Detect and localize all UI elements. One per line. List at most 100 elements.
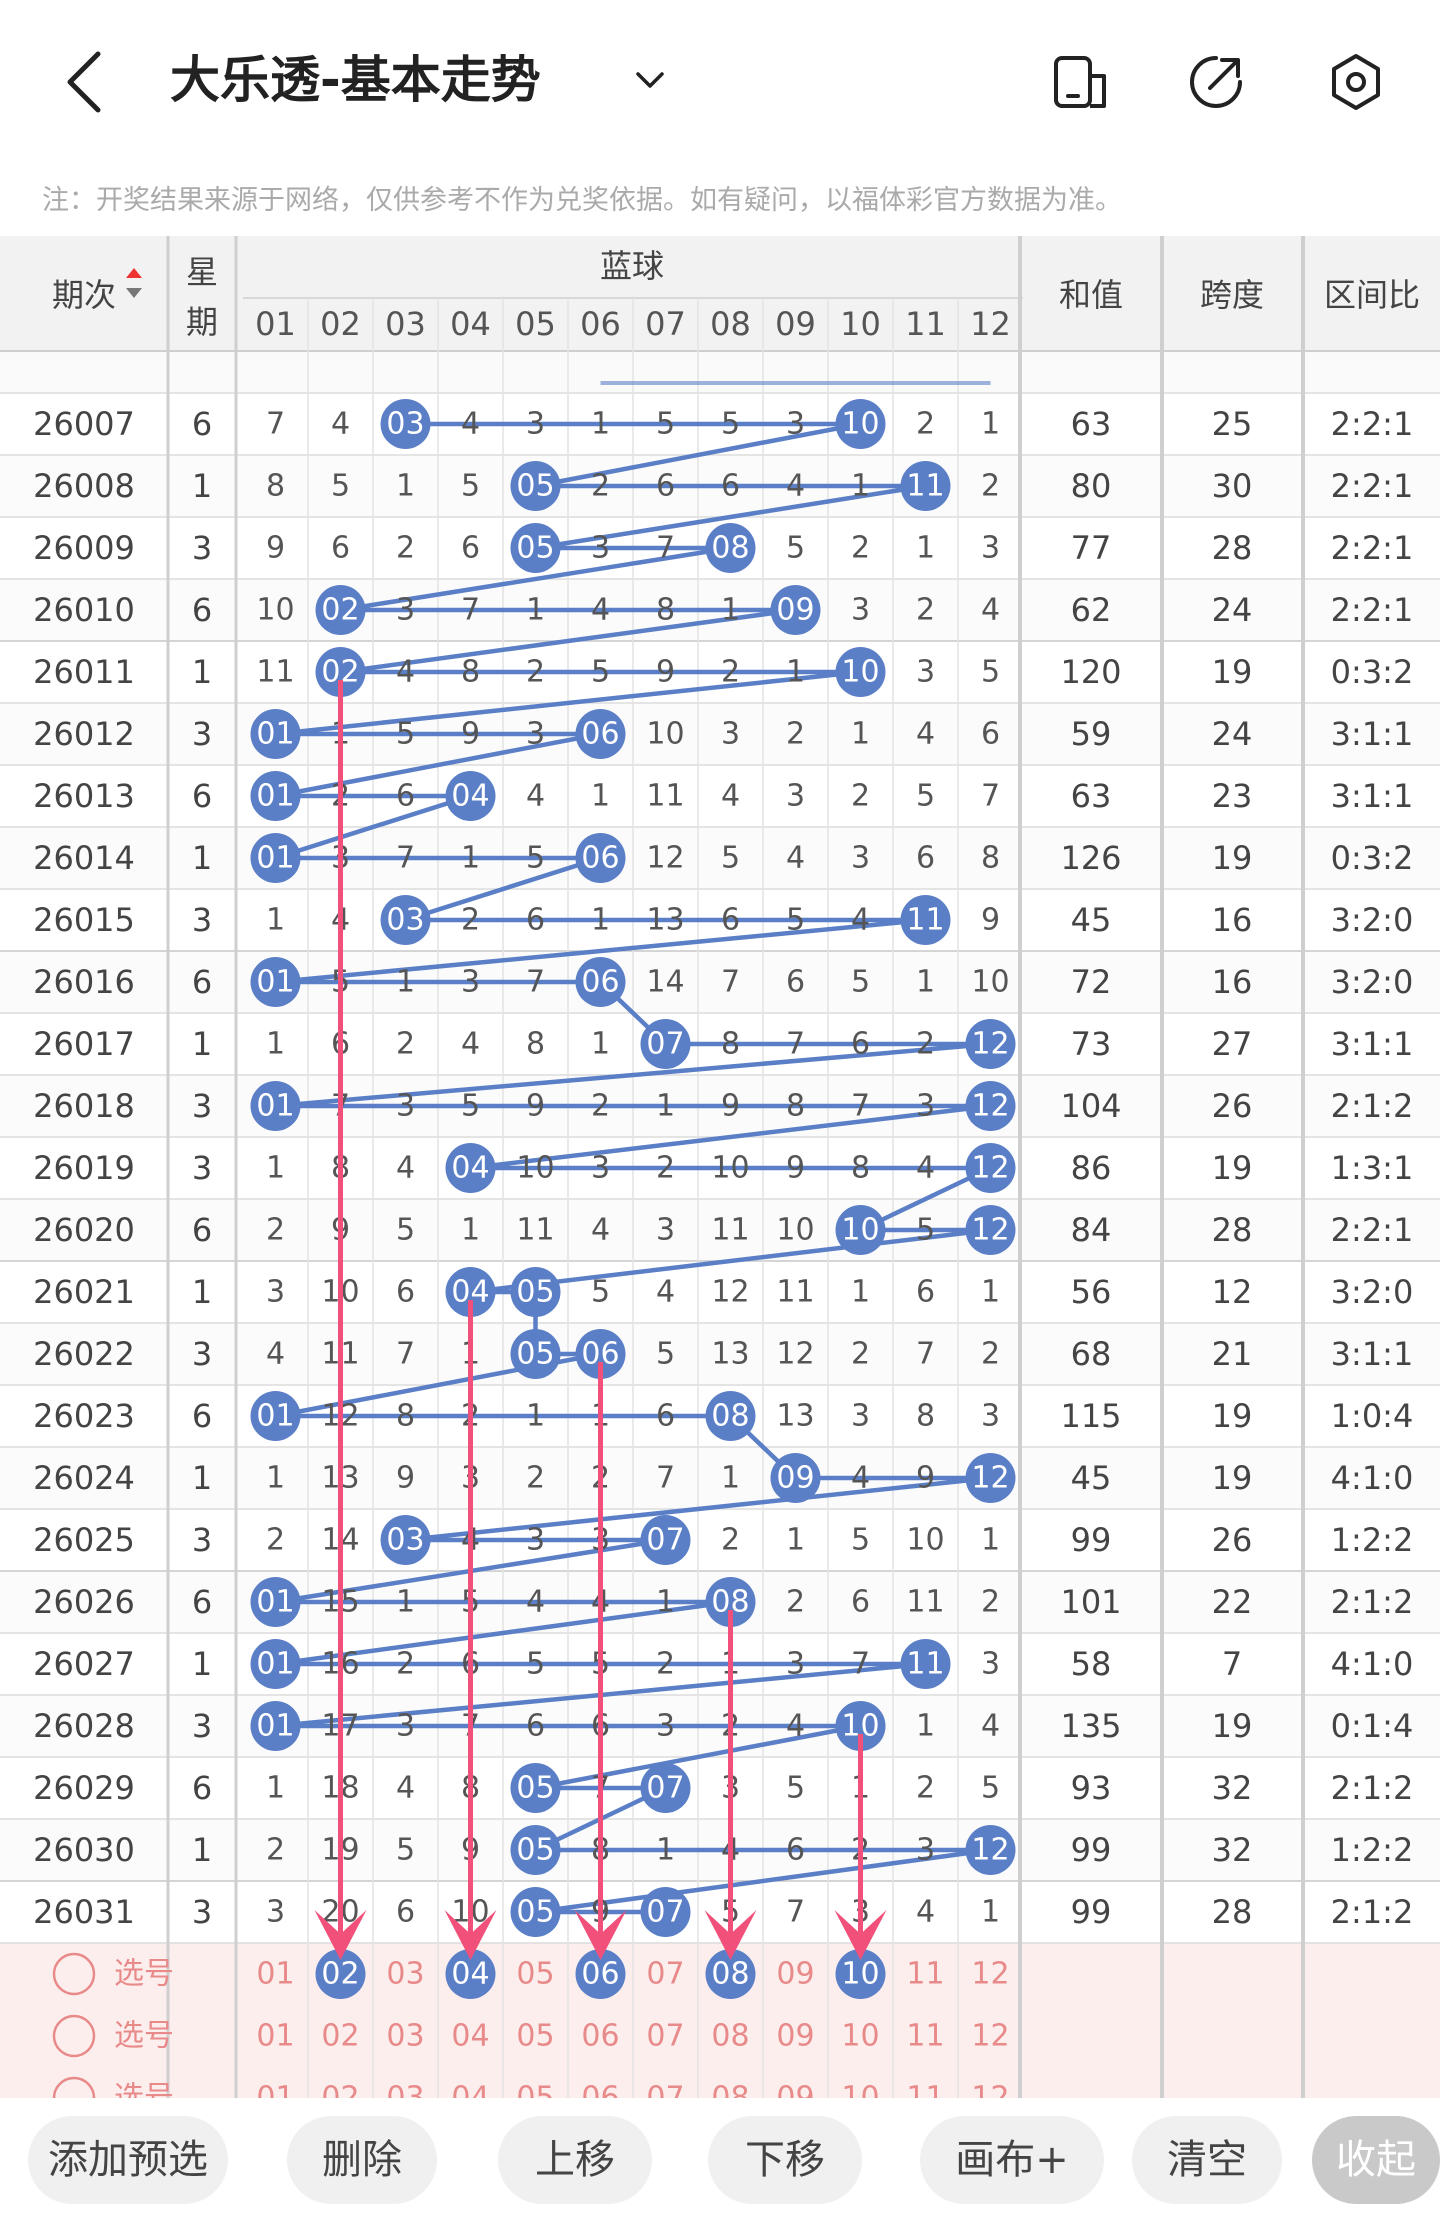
ratio-cell: 1:2:2: [1331, 1831, 1414, 1869]
select-radio[interactable]: [52, 1952, 96, 1996]
period-cell: 26009: [33, 529, 135, 567]
miss-count: 4: [786, 841, 805, 876]
span-cell: 19: [1212, 839, 1253, 877]
miss-count: 7: [981, 779, 1000, 814]
miss-count: 11: [646, 779, 684, 814]
col-header-number: 08: [710, 305, 751, 343]
sort-up-icon[interactable]: [126, 268, 142, 278]
row-stripe: [0, 1199, 1440, 1261]
miss-count: 8: [526, 1027, 545, 1062]
col-header-span: 跨度: [1200, 276, 1264, 314]
span-cell: 19: [1212, 1459, 1253, 1497]
phone-layout-icon[interactable]: [1052, 52, 1112, 112]
period-cell: 26029: [33, 1769, 135, 1807]
delete-button[interactable]: 删除: [287, 2116, 437, 2204]
ratio-cell: 3:1:1: [1331, 777, 1414, 815]
ratio-cell: 1:3:1: [1331, 1149, 1414, 1187]
miss-count: 5: [591, 655, 610, 690]
miss-count: 11: [256, 655, 294, 690]
canvas-plus-button[interactable]: 画布+: [920, 2116, 1104, 2204]
selected-number: 06: [581, 1957, 619, 1992]
miss-count: 11: [776, 1275, 814, 1310]
miss-count: 5: [981, 655, 1000, 690]
settings-icon[interactable]: [1326, 52, 1386, 112]
share-icon[interactable]: [1186, 52, 1246, 112]
miss-count: 5: [721, 841, 740, 876]
week-cell: 6: [192, 963, 212, 1001]
miss-count: 1: [656, 1833, 675, 1868]
miss-count: 7: [786, 1027, 805, 1062]
miss-count: 7: [526, 965, 545, 1000]
miss-count: 2: [851, 531, 870, 566]
chevron-down-icon[interactable]: [632, 62, 668, 98]
select-radio[interactable]: [52, 2076, 96, 2098]
period-cell: 26016: [33, 963, 135, 1001]
week-cell: 6: [192, 1583, 212, 1621]
ratio-cell: 2:1:2: [1331, 1893, 1414, 1931]
miss-count: 3: [916, 1833, 935, 1868]
miss-count: 1: [851, 1275, 870, 1310]
ball-number: 01: [256, 841, 294, 876]
miss-count: 1: [266, 1027, 285, 1062]
miss-count: 13: [646, 903, 684, 938]
select-label: 选号: [114, 2019, 174, 2054]
miss-count: 1: [721, 1461, 740, 1496]
move-down-button[interactable]: 下移: [708, 2116, 862, 2204]
collapse-button[interactable]: 收起: [1312, 2116, 1440, 2204]
pick-number: 03: [386, 2019, 424, 2054]
pick-number: 04: [451, 2019, 489, 2054]
ball-number: 11: [906, 469, 944, 504]
span-cell: 26: [1212, 1521, 1253, 1559]
miss-count: 6: [786, 1833, 805, 1868]
miss-count: 10: [256, 593, 294, 628]
miss-count: 5: [591, 1275, 610, 1310]
period-cell: 26018: [33, 1087, 135, 1125]
pick-number: 05: [516, 2019, 554, 2054]
period-cell: 26015: [33, 901, 135, 939]
pick-number: 03: [386, 2081, 424, 2099]
miss-count: 2: [396, 531, 415, 566]
sort-down-icon[interactable]: [126, 288, 142, 298]
back-arrow-icon[interactable]: [60, 50, 110, 114]
ratio-cell: 0:3:2: [1331, 653, 1414, 691]
ball-number: 12: [971, 1089, 1009, 1124]
col-header-period: 期次: [52, 276, 116, 314]
select-radio[interactable]: [52, 2014, 96, 2058]
sum-cell: 63: [1071, 777, 1112, 815]
ball-number: 01: [256, 1399, 294, 1434]
clear-button[interactable]: 清空: [1132, 2116, 1282, 2204]
miss-count: 4: [266, 1337, 285, 1372]
row-stripe: [0, 951, 1440, 1013]
selected-ball[interactable]: [575, 1949, 626, 1999]
miss-count: 2: [851, 1337, 870, 1372]
move-up-button[interactable]: 上移: [498, 2116, 652, 2204]
selected-ball[interactable]: [705, 1949, 756, 1999]
miss-count: 4: [916, 1151, 935, 1186]
span-cell: 30: [1212, 467, 1253, 505]
miss-count: 4: [396, 655, 415, 690]
miss-count: 4: [396, 1771, 415, 1806]
ball-number: 06: [581, 717, 619, 752]
ball-number: 10: [841, 407, 879, 442]
miss-count: 3: [461, 965, 480, 1000]
selected-ball[interactable]: [445, 1949, 496, 1999]
miss-count: 4: [656, 1275, 675, 1310]
miss-count: 1: [591, 903, 610, 938]
add-preselect-button[interactable]: 添加预选: [28, 2116, 228, 2204]
ball-marker: [965, 1453, 1016, 1503]
period-cell: 26011: [33, 653, 135, 691]
page-title[interactable]: 大乐透-基本走势: [170, 51, 541, 109]
miss-count: 6: [656, 469, 675, 504]
selected-ball[interactable]: [835, 1949, 886, 1999]
ball-marker: [445, 1267, 496, 1317]
ratio-cell: 3:2:0: [1331, 1273, 1414, 1311]
ball-marker: [900, 1639, 951, 1689]
app-header: 大乐透-基本走势: [0, 0, 1440, 165]
ball-marker: [575, 833, 626, 883]
week-cell: 6: [192, 1769, 212, 1807]
miss-count: 6: [916, 841, 935, 876]
miss-count: 3: [656, 1709, 675, 1744]
selected-ball[interactable]: [315, 1949, 366, 1999]
miss-count: 3: [591, 531, 610, 566]
miss-count: 4: [721, 779, 740, 814]
